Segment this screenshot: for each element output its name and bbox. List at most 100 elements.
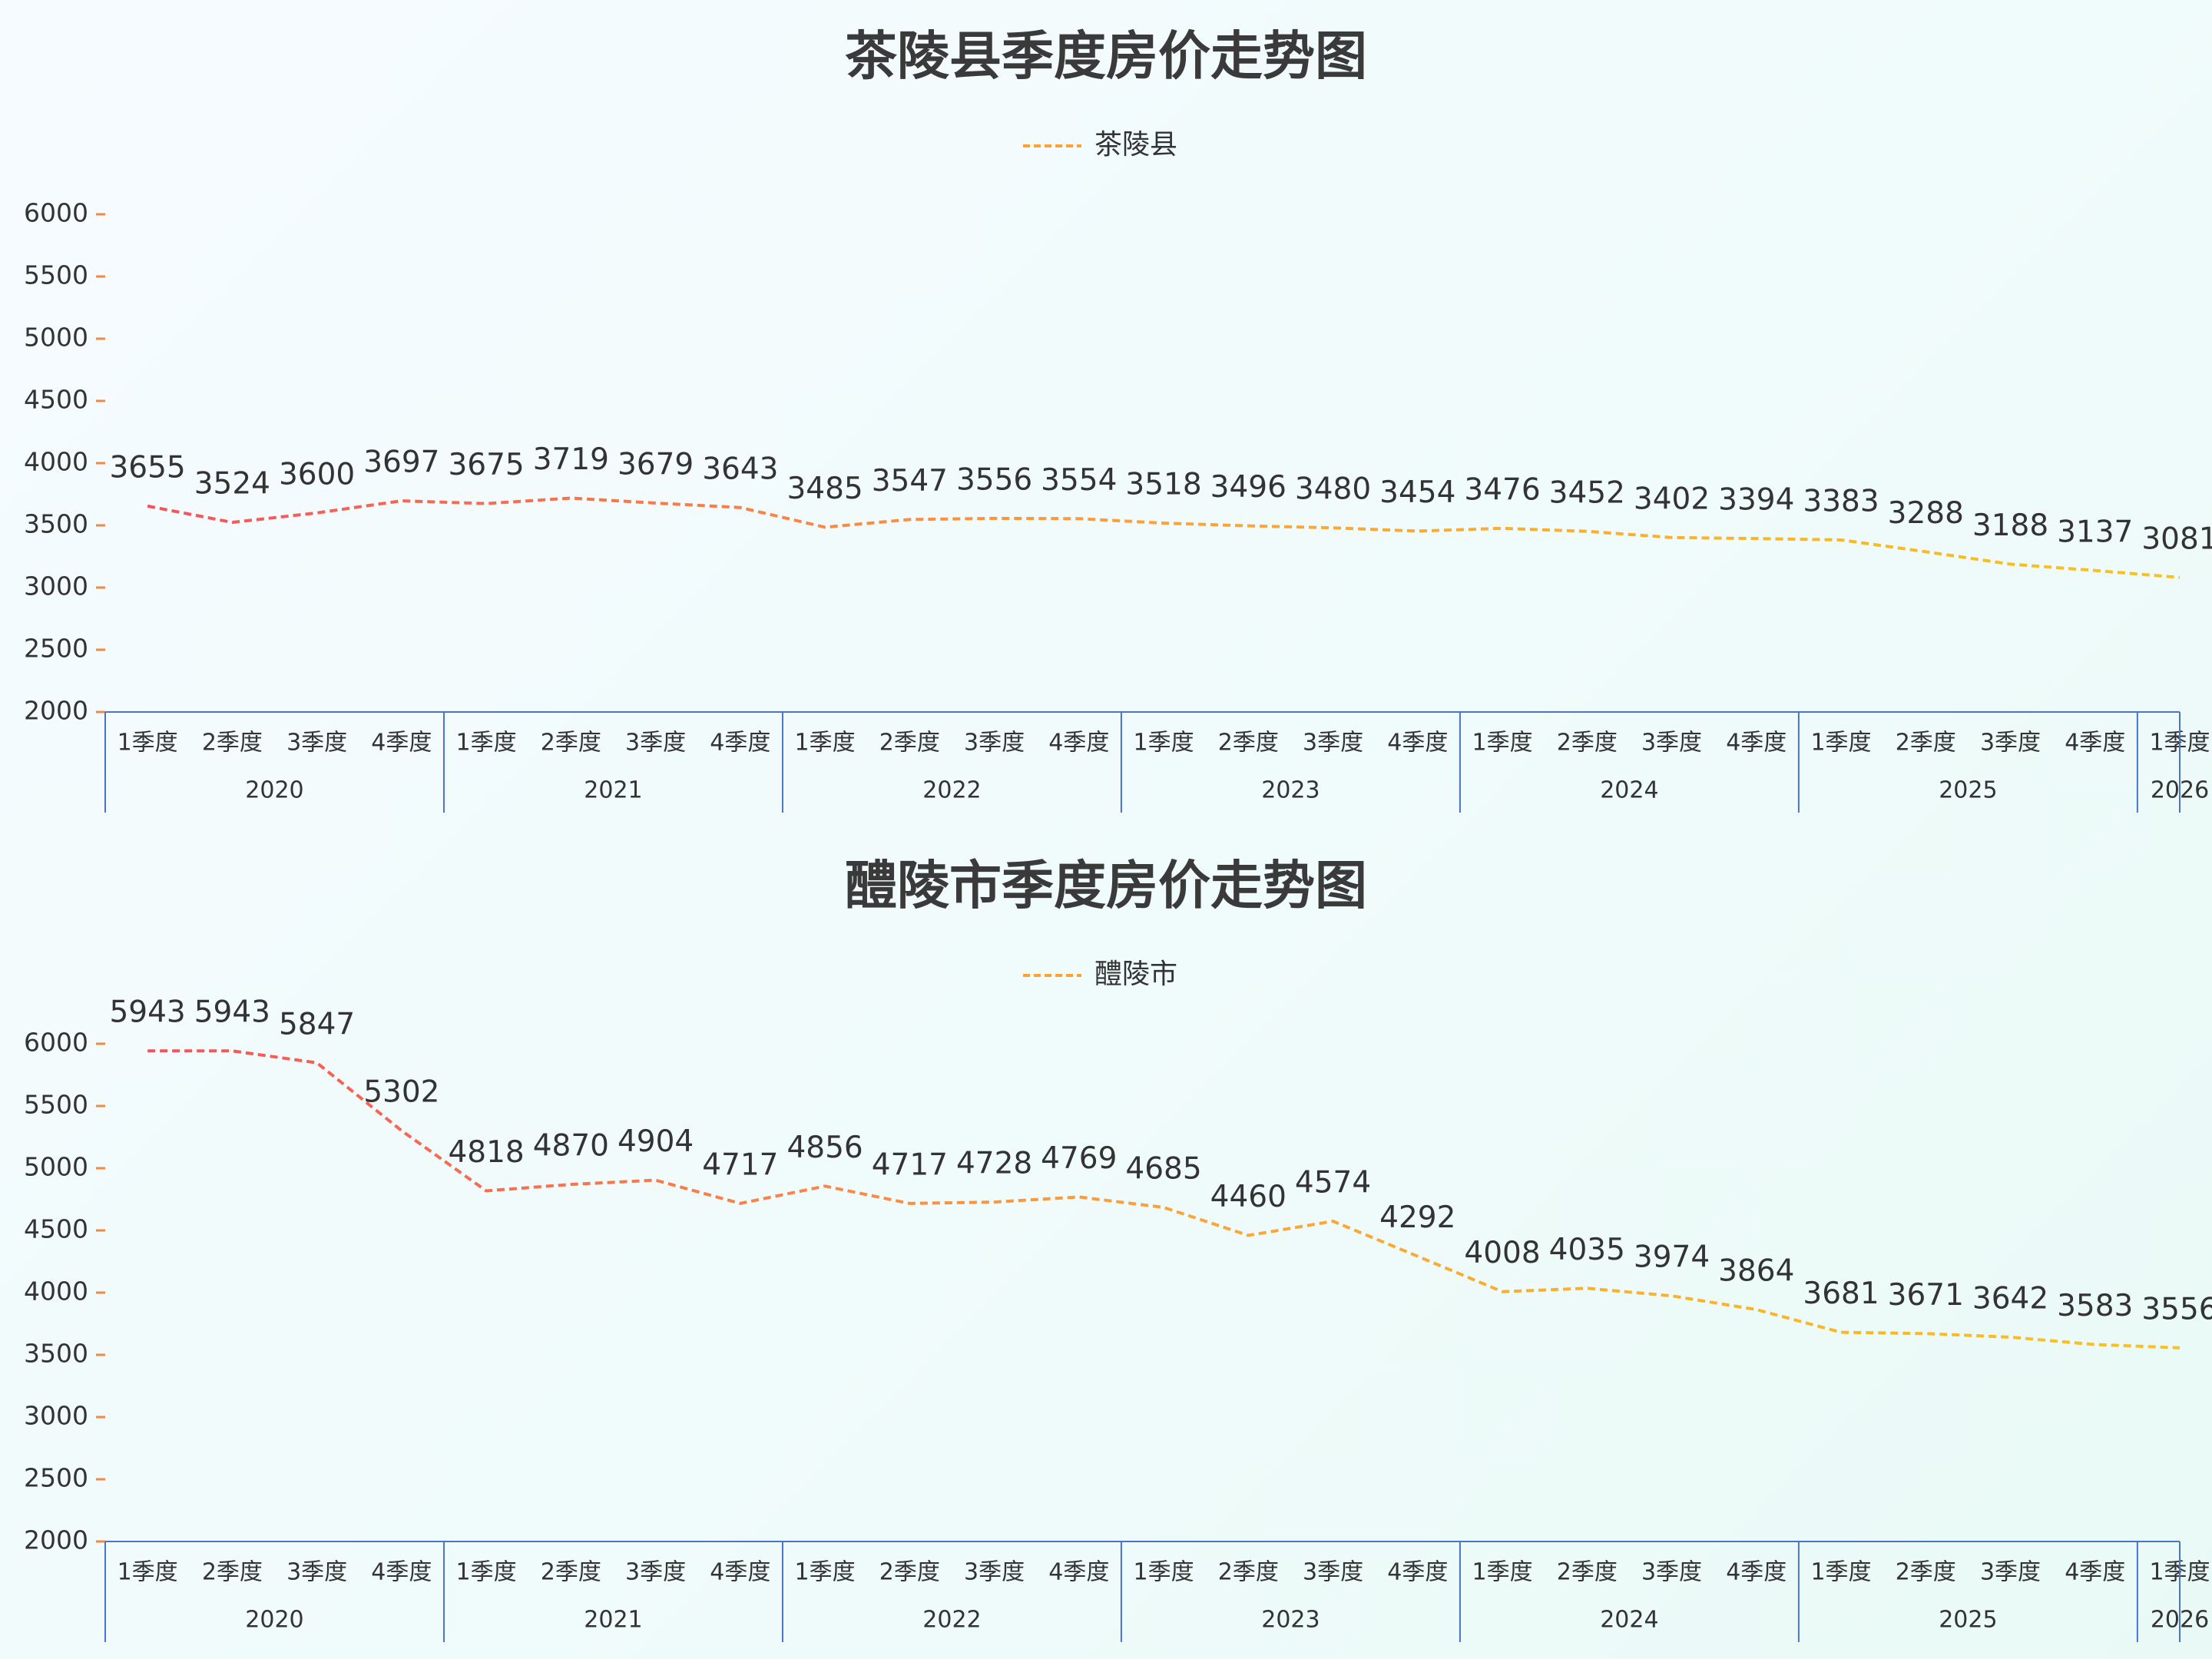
y-tick-label: 4500	[24, 1214, 88, 1244]
data-point	[2093, 568, 2098, 573]
data-point	[484, 1188, 488, 1193]
data-point	[1923, 1331, 1928, 1336]
x-quarter-label: 3季度	[964, 730, 1025, 757]
data-point	[907, 517, 912, 522]
data-label: 5943	[194, 995, 270, 1030]
x-quarter-label: 2季度	[879, 730, 940, 757]
data-label: 3864	[1718, 1254, 1794, 1289]
data-point	[1500, 526, 1505, 531]
legend-label: 醴陵市	[1094, 959, 1177, 990]
data-label: 3675	[448, 448, 524, 482]
x-quarter-label: 2季度	[541, 730, 601, 757]
x-quarter-label: 4季度	[710, 730, 770, 757]
x-quarter-label: 1季度	[795, 730, 856, 757]
data-point	[1754, 1307, 1759, 1312]
data-label: 3081	[2141, 522, 2212, 556]
x-quarter-label: 1季度	[1810, 1559, 1871, 1586]
data-point	[2093, 1343, 2098, 1347]
series-line	[147, 496, 2181, 579]
x-year-label: 2026	[2151, 777, 2209, 804]
x-year-label: 2023	[1261, 1607, 1320, 1634]
x-quarter-label: 1季度	[1472, 1559, 1532, 1586]
data-point	[907, 1201, 912, 1206]
x-quarter-label: 2季度	[202, 1559, 263, 1586]
x-quarter-label: 2季度	[1218, 730, 1279, 757]
x-quarter-label: 1季度	[795, 1559, 856, 1586]
data-label: 3454	[1379, 475, 1455, 510]
data-label: 4717	[872, 1147, 948, 1182]
x-quarter-label: 2季度	[541, 1559, 601, 1586]
data-point	[992, 1200, 997, 1204]
data-point	[145, 1048, 150, 1053]
y-tick-label: 3000	[24, 1401, 88, 1431]
data-label: 4460	[1210, 1180, 1286, 1214]
x-quarter-label: 1季度	[1134, 730, 1194, 757]
data-label: 3402	[1634, 482, 1710, 516]
data-label: 3671	[1888, 1278, 1964, 1313]
x-quarter-label: 4季度	[371, 730, 432, 757]
y-tick-label: 5000	[24, 323, 88, 353]
y-tick-label: 5500	[24, 1090, 88, 1120]
x-quarter-label: 2季度	[1218, 1559, 1279, 1586]
data-point	[1331, 525, 1336, 530]
data-label: 3383	[1803, 484, 1879, 518]
x-quarter-label: 2季度	[1557, 1559, 1618, 1586]
data-point	[1584, 529, 1589, 534]
data-label: 5847	[279, 1007, 355, 1041]
y-tick-label: 3500	[24, 1339, 88, 1369]
data-point	[2008, 1335, 2013, 1339]
data-label: 3137	[2057, 515, 2133, 549]
data-label: 3394	[1718, 483, 1794, 518]
y-tick-label: 2500	[24, 1463, 88, 1493]
data-label: 4904	[618, 1124, 694, 1159]
data-label: 3554	[1041, 463, 1117, 498]
data-point	[1077, 516, 1081, 521]
data-point	[399, 1128, 404, 1133]
data-label: 3476	[1464, 472, 1540, 507]
data-point	[1246, 1233, 1250, 1237]
data-label: 3643	[702, 452, 778, 486]
x-quarter-label: 1季度	[118, 730, 178, 757]
x-quarter-label: 1季度	[1472, 730, 1532, 757]
x-quarter-label: 3季度	[1303, 1559, 1363, 1586]
data-point	[654, 501, 658, 505]
data-label: 4818	[448, 1135, 524, 1170]
data-label: 3556	[956, 462, 1032, 497]
y-tick-label: 5000	[24, 1152, 88, 1182]
data-label: 3642	[1972, 1281, 2048, 1316]
x-year-label: 2023	[1261, 777, 1320, 804]
y-tick-label: 6000	[24, 1028, 88, 1058]
data-point	[315, 1061, 320, 1065]
y-tick-label: 5500	[24, 260, 88, 290]
data-point	[1839, 538, 1843, 542]
x-year-label: 2024	[1600, 1607, 1658, 1634]
x-quarter-label: 1季度	[456, 730, 517, 757]
x-quarter-label: 1季度	[118, 1559, 178, 1586]
data-label: 4574	[1295, 1166, 1371, 1200]
x-quarter-label: 3季度	[286, 1559, 347, 1586]
data-label: 3655	[109, 450, 185, 485]
data-label: 4717	[702, 1147, 778, 1182]
data-label: 4035	[1549, 1233, 1625, 1267]
x-quarter-label: 3季度	[625, 1559, 686, 1586]
data-point	[230, 520, 234, 525]
data-point	[568, 1182, 573, 1187]
x-quarter-label: 2季度	[1896, 730, 1956, 757]
x-quarter-label: 4季度	[1048, 1559, 1109, 1586]
x-quarter-label: 3季度	[1303, 730, 1363, 757]
y-tick-label: 2000	[24, 696, 88, 726]
data-point	[1416, 528, 1420, 533]
data-label: 3480	[1295, 472, 1371, 507]
data-label: 5943	[109, 995, 185, 1030]
data-label: 4292	[1379, 1200, 1455, 1235]
y-tick-label: 6000	[24, 198, 88, 228]
x-year-label: 2022	[922, 1607, 981, 1634]
data-label: 4769	[1041, 1141, 1117, 1176]
data-point	[1416, 1254, 1420, 1259]
chart-title: 茶陵县季度房价走势图	[845, 27, 1367, 88]
x-quarter-label: 4季度	[2065, 1559, 2125, 1586]
data-point	[2008, 562, 2013, 567]
data-point	[1584, 1286, 1589, 1290]
data-point	[1331, 1219, 1336, 1224]
x-quarter-label: 3季度	[1641, 730, 1702, 757]
